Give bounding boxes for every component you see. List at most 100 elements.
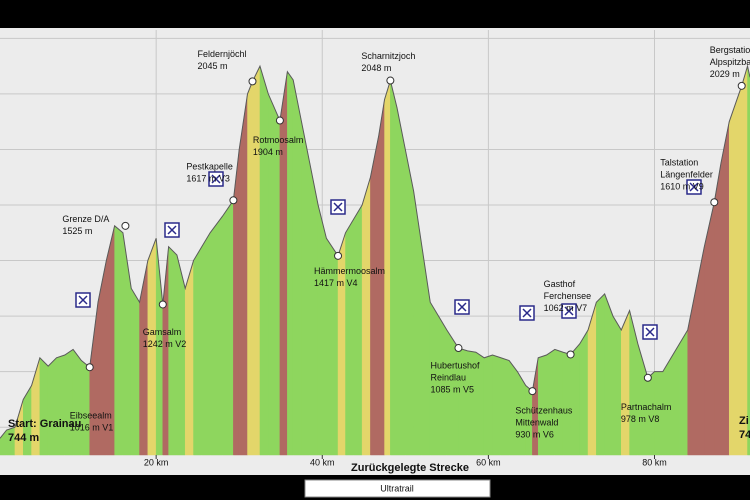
waypoint-label: Eibseealm bbox=[70, 411, 112, 421]
profile-segment bbox=[252, 66, 261, 456]
waypoint-label: 1085 m V5 bbox=[430, 384, 474, 394]
profile-segment bbox=[370, 135, 379, 456]
waypoint-marker bbox=[158, 300, 167, 309]
waypoint-label: Schützenhaus bbox=[515, 405, 573, 415]
x-tick-label: 20 km bbox=[144, 457, 169, 467]
waypoint-label: Hubertushof bbox=[430, 360, 480, 370]
waypoint-label: Alpspitzbahn bbox=[710, 57, 750, 67]
profile-segment bbox=[279, 71, 288, 456]
profile-segment bbox=[130, 287, 140, 456]
waypoint-marker bbox=[566, 350, 575, 359]
profile bbox=[0, 64, 750, 456]
profile-segment bbox=[612, 315, 622, 456]
waypoint-label: 930 m V6 bbox=[515, 429, 554, 439]
legend-box bbox=[304, 479, 491, 498]
profile-segment bbox=[562, 351, 571, 456]
profile-segment bbox=[106, 225, 115, 456]
profile-segment bbox=[309, 163, 319, 456]
profile-segment bbox=[670, 342, 680, 456]
waypoint-label: Gamsalm bbox=[143, 327, 182, 337]
waypoint-label: 2048 m bbox=[361, 63, 391, 73]
hut-icon-cross bbox=[333, 202, 343, 212]
waypoint-label: 1525 m bbox=[62, 226, 92, 236]
profile-segment bbox=[570, 343, 580, 456]
profile-segment bbox=[492, 354, 502, 456]
profile-segment bbox=[209, 215, 223, 456]
profile-segment bbox=[184, 260, 194, 456]
profile-segment bbox=[168, 246, 178, 456]
waypoint-marker bbox=[710, 198, 719, 207]
waypoint-label: Ferchensee bbox=[544, 291, 592, 301]
profile-segment bbox=[81, 360, 90, 456]
waypoint-label: Hämmermoosalm bbox=[314, 266, 385, 276]
profile-segment bbox=[301, 121, 311, 456]
waypoint-marker bbox=[386, 76, 395, 85]
waypoint-label: Talstation bbox=[660, 158, 698, 168]
hut-icon-cross bbox=[211, 174, 221, 184]
profile-segment bbox=[604, 293, 614, 456]
hut-icon-cross bbox=[689, 182, 699, 192]
waypoint-label: Partnachalm bbox=[621, 402, 672, 412]
profile-segment bbox=[596, 293, 605, 456]
hut-icon-cross bbox=[564, 306, 574, 316]
profile-segment bbox=[238, 93, 248, 456]
profile-segment bbox=[345, 217, 355, 456]
profile-segment bbox=[47, 357, 57, 456]
profile-segment bbox=[390, 80, 398, 456]
profile-segment bbox=[741, 66, 748, 456]
profile-segment bbox=[39, 357, 49, 456]
waypoint-label: 1016 m V1 bbox=[70, 423, 114, 433]
profile-segment bbox=[483, 354, 493, 456]
waypoint-label: Längenfelder bbox=[660, 170, 713, 180]
x-tick-label: 80 km bbox=[642, 457, 667, 467]
waypoint-label: Rotmoosalm bbox=[253, 135, 304, 145]
waypoint-label: Scharnitzjoch bbox=[361, 51, 415, 61]
profile-segment bbox=[579, 329, 589, 456]
start-label: 744 m bbox=[8, 432, 39, 444]
x-tick-label: 40 km bbox=[310, 457, 335, 467]
waypoint-label: 1617 m V3 bbox=[186, 174, 230, 184]
finish-label: 74 bbox=[739, 429, 750, 441]
profile-segment bbox=[500, 357, 510, 456]
waypoint-marker bbox=[275, 116, 284, 125]
profile-segment bbox=[287, 70, 294, 456]
profile-segment bbox=[384, 80, 391, 456]
profile-outline bbox=[0, 64, 750, 439]
start-label: Start: Grainau bbox=[8, 418, 81, 430]
waypoint-marker bbox=[643, 373, 652, 382]
x-axis-title: Zurückgelegte Strecke bbox=[351, 462, 469, 474]
waypoint-label: 1062 m V7 bbox=[544, 303, 588, 313]
profile-segment bbox=[193, 245, 203, 456]
waypoint-label: 2045 m bbox=[197, 61, 227, 71]
profile-segment bbox=[72, 348, 82, 456]
profile-segment bbox=[720, 121, 730, 456]
finish-label: Zi bbox=[739, 415, 749, 427]
hut-icon-cross bbox=[78, 295, 88, 305]
waypoint-marker bbox=[334, 251, 343, 260]
profile-segment bbox=[396, 107, 406, 456]
waypoint-label: 1610 m V9 bbox=[660, 182, 704, 192]
waypoint-marker bbox=[454, 344, 463, 353]
waypoint-label: Pestkapelle bbox=[186, 162, 233, 172]
waypoint-marker bbox=[737, 81, 746, 90]
waypoint-label: Reindlau bbox=[430, 372, 466, 382]
profile-segment bbox=[259, 66, 269, 456]
profile-segment bbox=[679, 329, 688, 456]
waypoint-label: 2029 m bbox=[710, 69, 740, 79]
waypoint-marker bbox=[229, 196, 238, 205]
x-tick-label: 60 km bbox=[476, 457, 501, 467]
profile-segment bbox=[64, 348, 74, 456]
profile-segment bbox=[114, 225, 124, 456]
profile-segment bbox=[361, 177, 371, 456]
profile-segment bbox=[201, 231, 211, 456]
waypoint-label: Bergstation bbox=[710, 45, 750, 55]
waypoint-label: Mittenwald bbox=[515, 417, 558, 427]
grid bbox=[0, 30, 750, 455]
hut-icon-cross bbox=[457, 302, 467, 312]
hut-icon-cross bbox=[645, 327, 655, 337]
waypoint-marker bbox=[528, 387, 537, 396]
waypoint-marker bbox=[248, 77, 257, 86]
profile-segment bbox=[728, 85, 742, 456]
profile-segment bbox=[378, 99, 385, 456]
